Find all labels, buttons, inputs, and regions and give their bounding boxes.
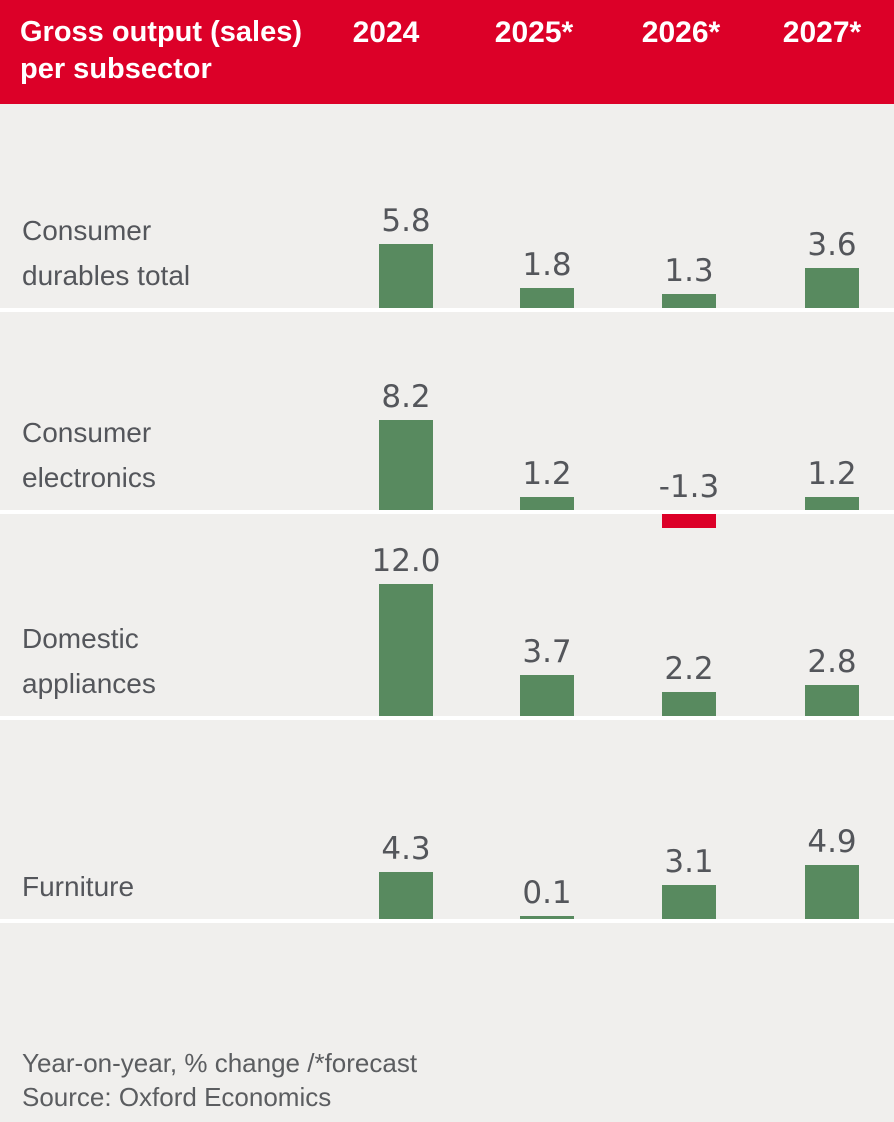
bar-value-label: 1.3 [664, 253, 714, 289]
bar-value-label: 8.2 [381, 379, 431, 415]
bar-value-label: 5.8 [381, 203, 431, 239]
negative-bar [662, 514, 716, 528]
positive-bar [379, 872, 433, 919]
row-label: Domestic appliances [22, 616, 156, 706]
positive-bar [520, 916, 574, 919]
bar-value-label: 3.1 [664, 844, 714, 880]
positive-bar [805, 865, 859, 919]
positive-bar [662, 885, 716, 919]
positive-bar [379, 420, 433, 510]
source-note: Source: Oxford Economics [22, 1082, 332, 1112]
positive-bar [662, 692, 716, 716]
bar-value-label: 12.0 [371, 543, 441, 579]
bar-value-label: 1.2 [522, 456, 572, 492]
positive-bar [520, 288, 574, 308]
footer: Year-on-year, % change /*forecast Source… [22, 1046, 417, 1114]
bar-value-label: 4.9 [807, 824, 857, 860]
chart-title-line1: Gross output (sales) [20, 16, 302, 48]
column-header-2026: 2026* [641, 16, 721, 49]
positive-bar [805, 497, 859, 510]
positive-bar [379, 244, 433, 308]
row-baseline [0, 919, 894, 923]
chart-title-line2: per subsector [20, 53, 212, 85]
bar-value-label: 2.2 [664, 651, 714, 687]
row-baseline [0, 716, 894, 720]
row-baseline [0, 510, 894, 514]
positive-bar [520, 675, 574, 716]
row-label-line: electronics [22, 462, 156, 493]
column-header-2025: 2025* [494, 16, 574, 49]
positive-bar [379, 584, 433, 716]
row-label-line: durables total [22, 260, 191, 291]
row-label-line: Consumer [22, 417, 152, 448]
positive-bar [805, 685, 859, 716]
row-label-line: Consumer [22, 215, 152, 246]
row-label: Furniture [22, 864, 134, 909]
row-label-line: Furniture [22, 871, 135, 902]
bar-value-label: 0.1 [522, 875, 572, 911]
row-label: Consumer electronics [22, 410, 156, 500]
header: Gross output (sales) per subsector 2024 … [0, 0, 894, 104]
positive-bar [805, 268, 859, 308]
bar-value-label: 1.8 [522, 247, 572, 283]
row-label-line: Domestic [22, 623, 139, 654]
row-label: Consumer durables total [22, 208, 190, 298]
footnote: Year-on-year, % change /*forecast [22, 1048, 418, 1078]
bar-value-label: 4.3 [381, 831, 431, 867]
bar-value-label: 3.7 [522, 634, 572, 670]
column-header-2024: 2024 [352, 16, 420, 49]
bar-value-label: 3.6 [807, 227, 857, 263]
chart-title: Gross output (sales) per subsector [20, 14, 302, 88]
bar-value-label: -1.3 [658, 469, 720, 505]
bar-value-label: 1.2 [807, 456, 857, 492]
positive-bar [520, 497, 574, 510]
positive-bar [662, 294, 716, 308]
row-label-line: appliances [22, 668, 156, 699]
column-header-2027: 2027* [782, 16, 862, 49]
row-baseline [0, 308, 894, 312]
bar-value-label: 2.8 [807, 644, 857, 680]
